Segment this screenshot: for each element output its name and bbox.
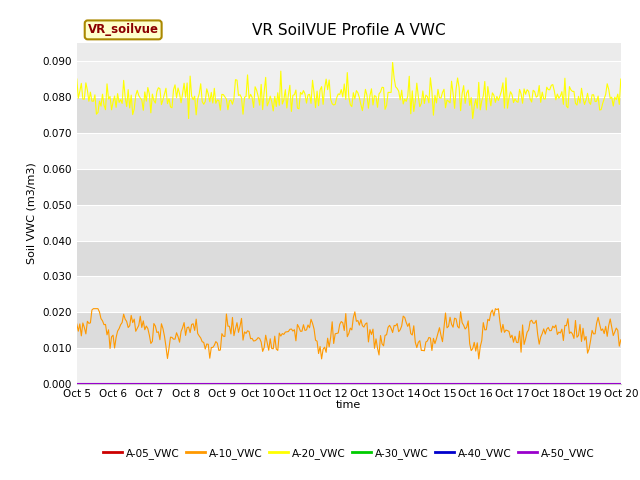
Bar	[77, 169, 621, 204]
X-axis label: time: time	[336, 400, 362, 410]
Title: VR SoilVUE Profile A VWC: VR SoilVUE Profile A VWC	[252, 23, 445, 38]
Text: VR_soilvue: VR_soilvue	[88, 24, 159, 36]
Y-axis label: Soil VWC (m3/m3): Soil VWC (m3/m3)	[27, 163, 37, 264]
Bar	[77, 276, 621, 312]
Bar	[77, 204, 621, 240]
Bar	[77, 61, 621, 97]
Bar	[77, 133, 621, 169]
Bar	[77, 97, 621, 133]
Bar	[77, 312, 621, 348]
Bar	[77, 348, 621, 384]
Legend: A-05_VWC, A-10_VWC, A-20_VWC, A-30_VWC, A-40_VWC, A-50_VWC: A-05_VWC, A-10_VWC, A-20_VWC, A-30_VWC, …	[99, 444, 598, 463]
Bar	[77, 240, 621, 276]
